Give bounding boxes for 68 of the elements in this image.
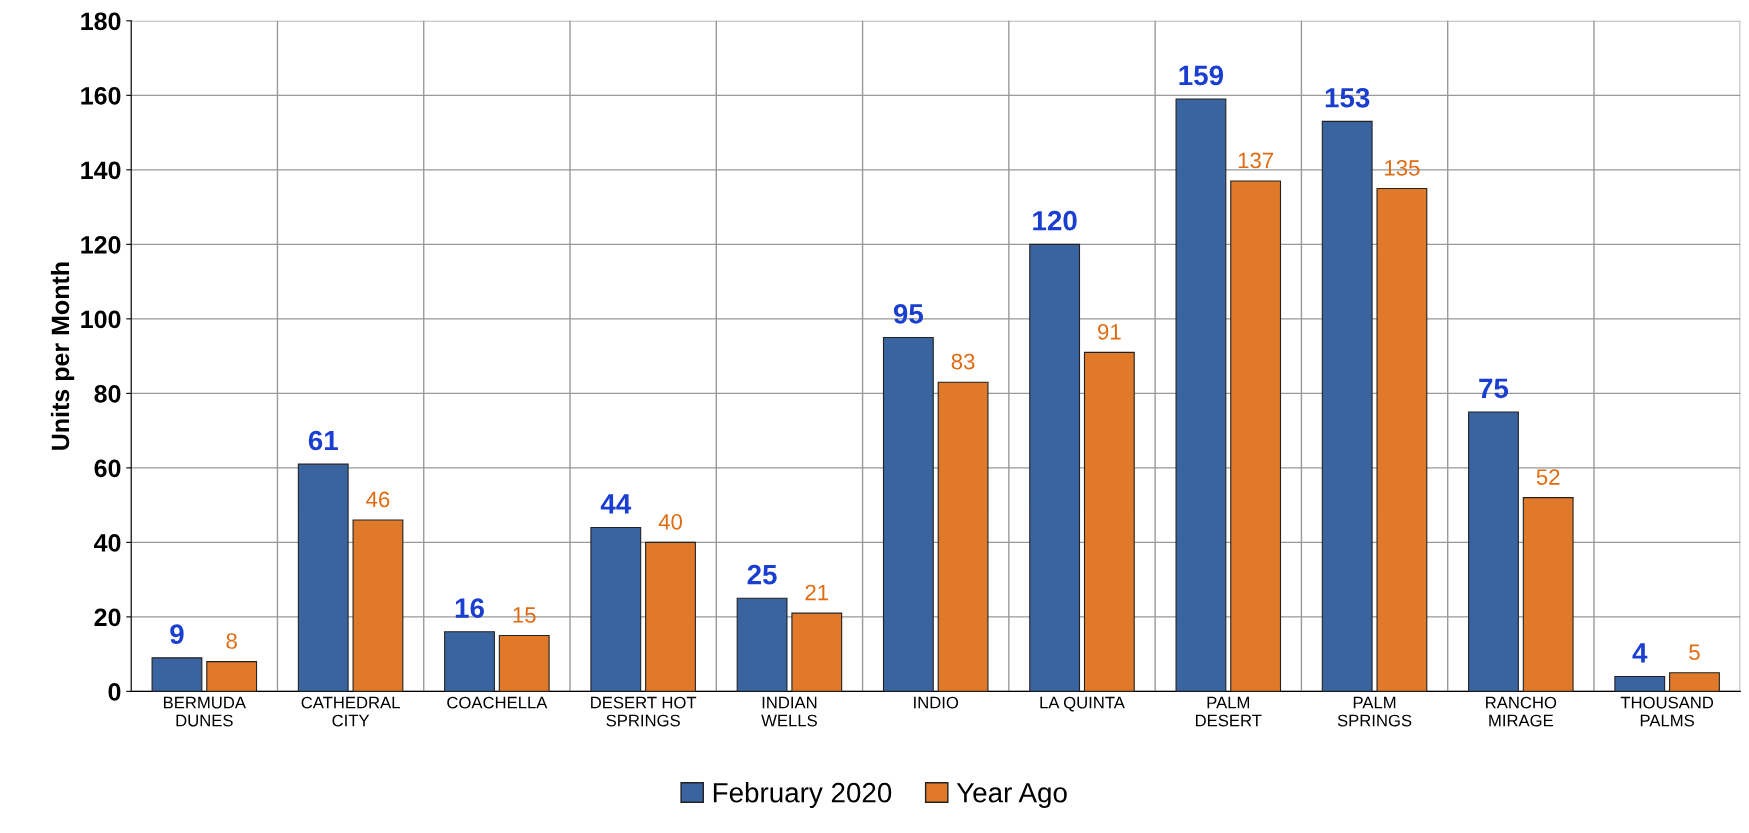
bar: [297, 463, 349, 692]
y-tick-label: 80: [94, 384, 121, 403]
data-label: 46: [366, 491, 390, 508]
y-tick-label: 180: [81, 12, 121, 31]
legend-label: February 2020: [713, 782, 892, 808]
x-tick-label: DESERT HOT SPRINGS: [591, 696, 697, 727]
data-label: 61: [308, 430, 338, 451]
bar: [444, 631, 495, 692]
bar: [882, 336, 934, 692]
data-label: 153: [1325, 87, 1370, 108]
bar: [1522, 497, 1574, 692]
data-label: 44: [600, 494, 632, 514]
x-tick-label: BERMUDA DUNES: [164, 696, 246, 727]
x-tick-label: INDIAN WELLS: [761, 696, 817, 727]
data-label: 40: [658, 513, 682, 530]
data-label: 8: [226, 633, 237, 649]
data-label: 120: [1033, 210, 1077, 231]
data-label: 25: [747, 564, 777, 585]
bar: [1321, 120, 1373, 692]
y-tick-label: 40: [94, 533, 121, 552]
x-tick-label: LA QUINTA: [1040, 696, 1125, 712]
x-tick-label: INDIO: [914, 696, 959, 709]
y-axis-title: Units per Month: [50, 262, 75, 450]
bar: [1468, 411, 1519, 692]
bar: [498, 634, 550, 692]
x-tick-label: RANCHO MIRAGE: [1486, 696, 1557, 727]
y-tick-label: 20: [94, 608, 121, 627]
y-tick-label: 140: [81, 161, 121, 180]
legend-label: Year Ago: [956, 783, 1067, 808]
y-tick-label: 120: [81, 235, 121, 254]
data-label: 75: [1479, 378, 1509, 399]
data-label: 21: [805, 584, 829, 601]
bar: [352, 519, 404, 692]
bar: [1614, 675, 1666, 692]
data-label: 15: [513, 607, 536, 623]
bar: [1230, 180, 1282, 692]
data-label: 159: [1179, 65, 1224, 86]
bar: [937, 381, 989, 692]
data-label: 135: [1385, 160, 1420, 176]
y-tick-label: 160: [81, 86, 121, 105]
x-tick-label: PALM SPRINGS: [1337, 696, 1412, 727]
data-label: 83: [951, 353, 975, 370]
x-tick-label: COACHELLA: [447, 696, 548, 709]
data-label: 91: [1098, 323, 1121, 340]
bar: [206, 661, 258, 692]
bar: [151, 657, 203, 692]
bar: [1669, 672, 1720, 692]
x-tick-label: PALM DESERT: [1195, 696, 1262, 727]
bar: [736, 597, 788, 692]
data-label: 52: [1536, 469, 1560, 485]
bar: [1083, 351, 1135, 692]
data-label: 5: [1689, 644, 1700, 661]
bar: [590, 526, 642, 692]
bar: [1029, 243, 1081, 692]
bar: [1175, 98, 1227, 692]
data-label: 4: [1632, 643, 1648, 663]
bar: [645, 541, 696, 692]
y-tick-label: 0: [108, 682, 121, 701]
y-tick-label: 100: [81, 310, 121, 329]
data-label: 9: [170, 624, 184, 645]
data-label: 137: [1238, 152, 1274, 169]
bar: [791, 612, 843, 692]
data-label: 95: [893, 303, 924, 324]
y-tick-label: 60: [94, 459, 121, 478]
x-tick-label: THOUSAND PALMS: [1620, 696, 1714, 727]
data-label: 16: [455, 598, 484, 618]
bar: [1376, 187, 1428, 692]
x-tick-label: CATHEDRAL CITY: [301, 696, 400, 727]
